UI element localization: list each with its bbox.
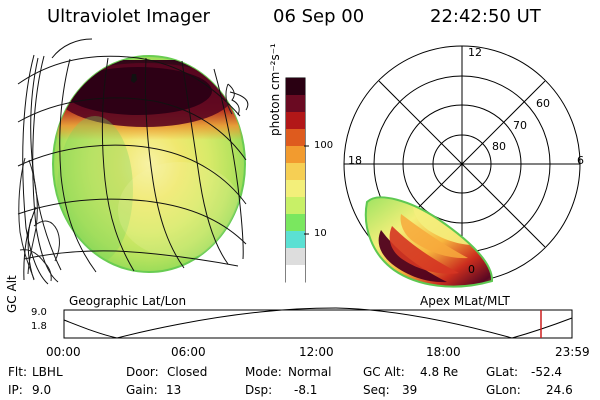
seq-value: 39 (402, 383, 418, 397)
ip-value: 9.0 (32, 383, 52, 397)
glat-value: -52.4 (531, 365, 563, 379)
altitude-ytick-low: 1.8 (31, 321, 47, 332)
gain-label: Gain: (126, 383, 158, 397)
dsp-label: Dsp: (245, 383, 273, 397)
geographic-map-label: Geographic Lat/Lon (69, 294, 187, 308)
dsp-value: -8.1 (294, 383, 318, 397)
colorbar-segment (286, 248, 305, 266)
glon-label: GLon: (486, 383, 521, 397)
flt-value: LBHL (32, 365, 63, 379)
colorbar (285, 77, 309, 283)
colorbar-tick-10: 10 (314, 228, 327, 239)
colorbar-segment (286, 180, 305, 198)
geographic-coastlines (18, 83, 233, 282)
glat-label: GLat: (486, 365, 519, 379)
polar-mlt-18: 18 (348, 154, 362, 167)
door-value: Closed (167, 365, 208, 379)
observation-date: 06 Sep 00 (273, 6, 365, 27)
altitude-ytick-high: 9.0 (31, 307, 47, 318)
altitude-xtick-0000: 00:00 (46, 345, 81, 359)
altitude-plot (63, 307, 573, 339)
colorbar-segment (286, 197, 305, 215)
polar-lat-80: 80 (492, 140, 506, 153)
altitude-ylabel: GC Alt (5, 275, 19, 313)
flt-label: Flt: (8, 365, 27, 379)
colorbar-segment (286, 265, 305, 283)
polar-mlt-12: 12 (468, 46, 482, 59)
ip-label: IP: (8, 383, 23, 397)
gc-alt-value: 4.8 Re (420, 365, 459, 379)
altitude-xtick-0600: 06:00 (171, 345, 206, 359)
polar-mlt-0: 0 (468, 263, 475, 276)
polar-lat-70: 70 (513, 119, 527, 132)
gc-alt-label: GC Alt: (363, 365, 405, 379)
polar-mlt-6: 6 (577, 154, 584, 167)
colorbar-segment (286, 129, 305, 147)
colorbar-tick-100: 100 (314, 140, 334, 151)
mode-label: Mode: (245, 365, 282, 379)
colorbar-segment (286, 146, 305, 164)
mode-value: Normal (288, 365, 332, 379)
glon-value: 24.6 (546, 383, 573, 397)
door-label: Door: (126, 365, 159, 379)
altitude-xtick-2359: 23:59 (555, 345, 590, 359)
colorbar-segment (286, 214, 305, 232)
seq-label: Seq: (363, 383, 390, 397)
colorbar-unit-label: photon cm⁻²s⁻¹ (268, 43, 282, 136)
altitude-xtick-1200: 12:00 (299, 345, 334, 359)
gain-value: 13 (166, 383, 182, 397)
colorbar-segment (286, 163, 305, 181)
polar-plot (343, 45, 581, 288)
colorbar-segment (286, 78, 305, 96)
apex-map-label: Apex MLat/MLT (420, 294, 510, 308)
colorbar-segment (286, 112, 305, 130)
observation-time: 22:42:50 UT (430, 6, 541, 27)
altitude-xtick-1800: 18:00 (426, 345, 461, 359)
colorbar-segment (286, 231, 305, 249)
colorbar-segment (286, 95, 305, 113)
instrument-title: Ultraviolet Imager (47, 6, 210, 27)
polar-lat-60: 60 (536, 97, 550, 110)
